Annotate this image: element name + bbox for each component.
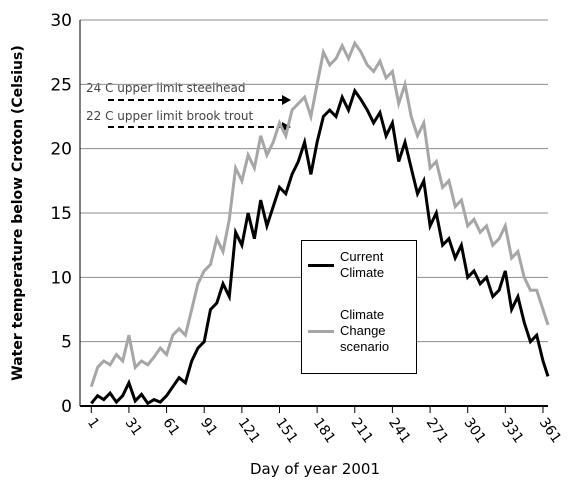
y-tick-label: 5: [61, 333, 72, 353]
x-tick-label: 331: [498, 415, 526, 446]
y-tick-label: 15: [50, 204, 72, 224]
y-tick-label: 10: [50, 268, 72, 288]
x-tick-label: 31: [122, 415, 145, 439]
legend-entry: Current Climate: [308, 249, 410, 281]
series-line: [89, 40, 550, 388]
y-tick-label: 25: [50, 75, 72, 95]
legend-label: Climate Change scenario: [340, 307, 390, 354]
x-tick-label: 361: [536, 415, 564, 446]
x-tick-label: 91: [197, 415, 220, 439]
x-tick-label: 181: [310, 415, 338, 446]
x-tick-label: 1: [84, 415, 102, 431]
x-axis-title: Day of year 2001: [250, 460, 380, 478]
series-line: [90, 87, 550, 406]
x-tick-label: 211: [348, 415, 376, 446]
legend-entry: Climate Change scenario: [308, 307, 410, 355]
x-tick-label: 151: [272, 415, 300, 446]
x-tick-label: 301: [460, 415, 488, 446]
arrow-head: [282, 95, 291, 105]
legend-swatch: [308, 263, 334, 267]
x-tick-label: 271: [423, 415, 451, 446]
legend-swatch: [308, 329, 334, 333]
x-tick-label: 121: [235, 415, 263, 446]
legend: Current Climate Climate Change scenario: [301, 240, 417, 374]
y-tick-label: 20: [50, 140, 72, 160]
x-tick-label: 61: [159, 415, 182, 439]
x-tick-label: 241: [385, 415, 413, 446]
y-tick-label: 0: [61, 397, 72, 417]
legend-label: Current Climate: [340, 249, 385, 280]
annotation: 24 C upper limit steelhead: [86, 81, 245, 95]
annotation: 22 C upper limit brook trout: [86, 109, 254, 123]
y-tick-label: 30: [50, 11, 72, 31]
y-axis-title: Water temperature below Croton (Celsius): [10, 45, 26, 380]
